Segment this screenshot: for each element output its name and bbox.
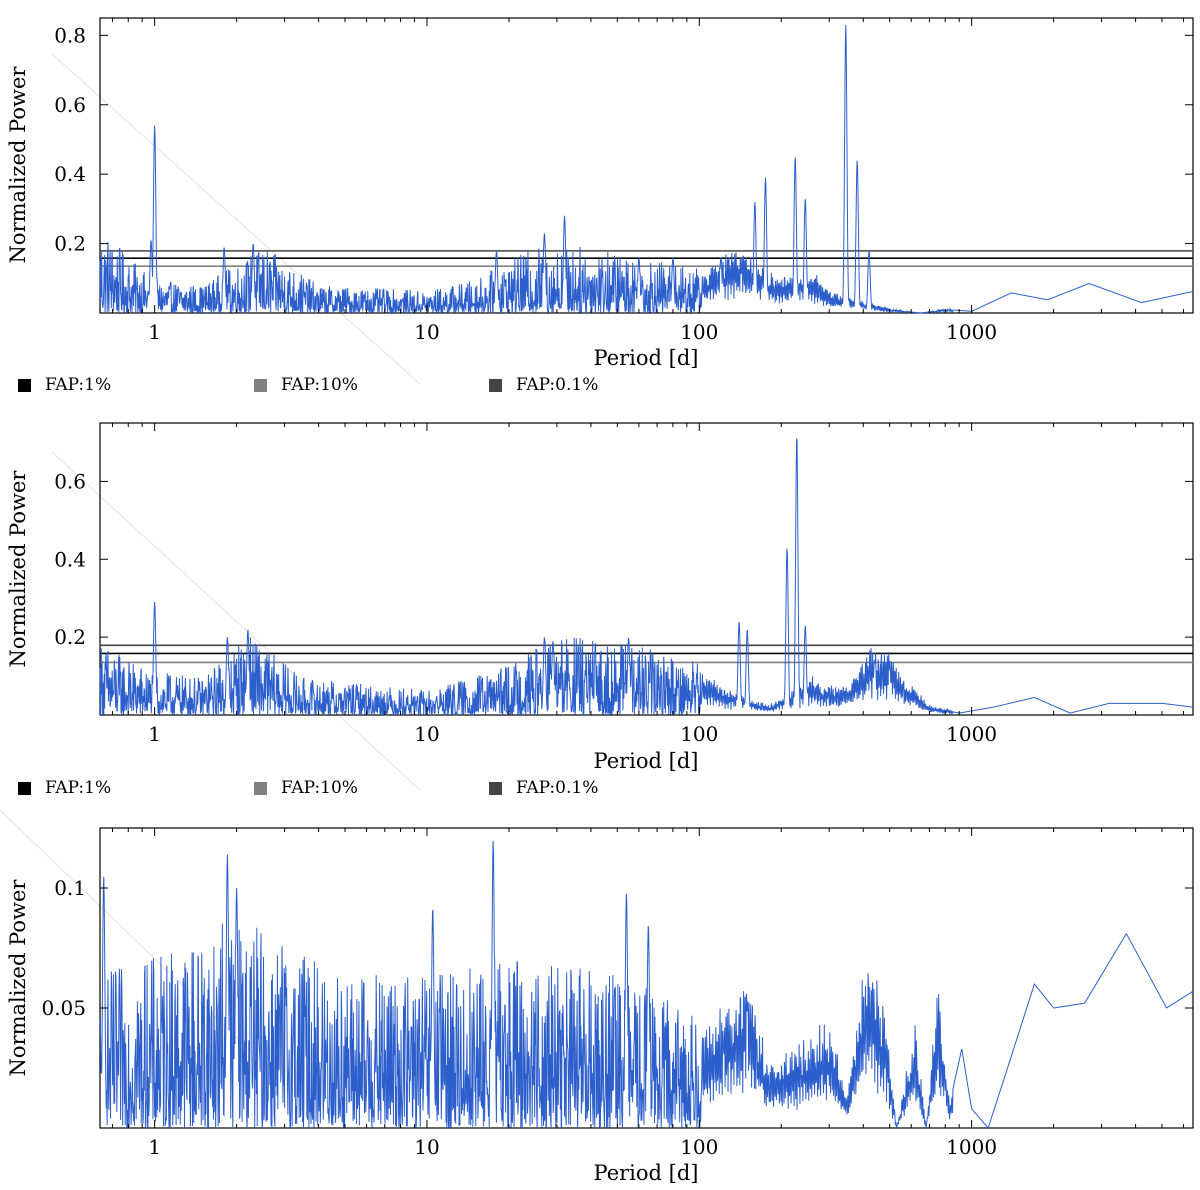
series-line-1 [99,24,1194,315]
x-axis-label-3: Period [d] [594,1161,699,1185]
legend-1: FAP:1% FAP:10% FAP:0.1% [18,375,718,397]
y-tick-label: 0.4 [54,547,86,571]
legend-swatch-fap-10 [254,378,267,392]
fap-lines-2 [100,644,1193,664]
legend-2: FAP:1% FAP:10% FAP:0.1% [18,778,718,800]
panel-3: 1 10 100 1000 0.05 0.1 Period [d] Normalized… [0,809,1194,1185]
x-ticks-1: 1 10 100 1000 [111,18,1185,344]
y-tick-label: 0.6 [54,469,86,493]
legend-item-fap-1: FAP:1% [18,778,111,798]
x-axis-label-1: Period [d] [594,346,699,370]
y-tick-label: 0.4 [54,162,86,186]
x-ticks-2: 1 10 100 1000 [111,423,1185,746]
plot-area-1 [99,17,1194,314]
x-tick-label: 1000 [946,320,997,344]
plot-area-3 [99,827,1194,1129]
y-axis-label-2: Normalized Power [6,470,30,668]
panel-2: 1 10 100 1000 0.2 0.4 0.6 Period [d] Normaliz… [6,422,1194,791]
legend-label-fap-1: FAP:1% [45,375,112,395]
x-tick-label: 10 [414,320,439,344]
y-tick-label: 0.1 [54,876,86,900]
x-tick-label: 100 [680,320,718,344]
panel-1: 1 10 100 1000 0.2 0.4 0.6 0.8 Period [d] Norma… [6,17,1194,385]
x-tick-label: 1000 [946,722,997,746]
diagonal-artifact [51,451,421,791]
fap-lines-1 [100,250,1193,267]
y-tick-label: 0.8 [54,23,86,47]
legend-item-fap-01: FAP:0.1% [489,375,598,395]
y-axis-label-3: Normalized Power [6,879,30,1077]
y-tick-label: 0.05 [41,996,86,1020]
y-tick-label: 0.2 [54,625,86,649]
series-line-3 [99,840,1194,1130]
legend-label-fap-01: FAP:0.1% [516,778,599,798]
series-line-2 [99,438,1194,717]
y-tick-label: 0.2 [54,232,86,256]
x-tick-label: 10 [414,722,439,746]
y-ticks-3: 0.05 0.1 [41,876,1193,1020]
x-axis-label-2: Period [d] [594,749,699,773]
diagonal-artifact [51,53,421,385]
legend-label-fap-1: FAP:1% [45,778,112,798]
legend-label-fap-10: FAP:10% [281,375,358,395]
x-tick-label: 1 [148,722,161,746]
x-tick-label: 100 [680,1135,718,1159]
y-ticks-2: 0.2 0.4 0.6 [54,469,1193,649]
legend-item-fap-1: FAP:1% [18,375,111,395]
y-axis-label-1: Normalized Power [6,66,30,264]
x-tick-label: 1000 [946,1135,997,1159]
x-tick-label: 1 [148,320,161,344]
x-tick-label: 1 [148,1135,161,1159]
y-ticks-1: 0.2 0.4 0.6 0.8 [54,23,1193,256]
legend-label-fap-10: FAP:10% [281,778,358,798]
legend-item-fap-01: FAP:0.1% [489,778,598,798]
x-tick-label: 100 [680,722,718,746]
legend-swatch-fap-01 [489,781,502,795]
legend-item-fap-10: FAP:10% [254,375,358,395]
legend-swatch-fap-01 [489,378,502,392]
legend-swatch-fap-10 [254,781,267,795]
y-tick-label: 0.6 [54,93,86,117]
legend-swatch-fap-1 [18,781,31,795]
x-tick-label: 10 [414,1135,439,1159]
legend-item-fap-10: FAP:10% [254,778,358,798]
legend-swatch-fap-1 [18,378,31,392]
x-ticks-3: 1 10 100 1000 [111,828,1185,1159]
plot-area-2 [99,422,1194,716]
legend-label-fap-01: FAP:0.1% [516,375,599,395]
